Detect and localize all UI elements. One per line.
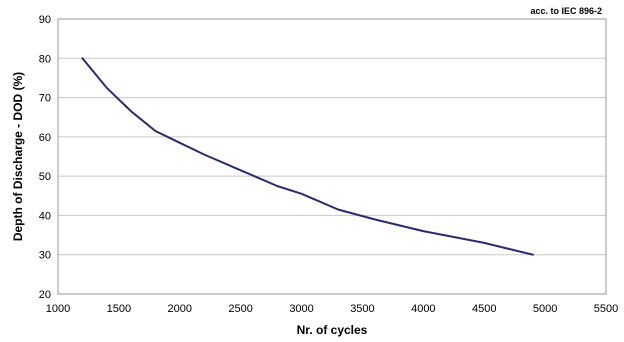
x-axis-title: Nr. of cycles (297, 323, 368, 337)
x-tick-label-5500: 5500 (594, 303, 618, 315)
x-tick-label-3500: 3500 (350, 303, 374, 315)
series-layer (81, 57, 534, 256)
y-tick-label-30: 30 (39, 250, 51, 262)
y-tick-label-50: 50 (39, 171, 51, 183)
x-tick-labels: 1000 1500 2000 2500 3000 3500 4000 4500 5000 5500 (46, 303, 618, 315)
x-tick-label-4000: 4000 (411, 303, 435, 315)
y-tick-label-90: 90 (39, 14, 51, 26)
series-line-0 (81, 57, 534, 256)
standard-annotation: acc. to IEC 896-2 (530, 6, 602, 16)
x-tick-label-1500: 1500 (107, 303, 131, 315)
y-tick-labels: 20 30 40 50 60 70 80 90 (39, 14, 51, 301)
x-tick-label-5000: 5000 (533, 303, 557, 315)
y-tick-label-20: 20 (39, 289, 51, 301)
y-tick-label-40: 40 (39, 210, 51, 222)
x-tick-label-4500: 4500 (472, 303, 496, 315)
plot-frame (57, 18, 607, 295)
y-tick-label-60: 60 (39, 132, 51, 144)
y-tick-label-70: 70 (39, 93, 51, 105)
x-tick-label-2500: 2500 (228, 303, 252, 315)
grid-layer (58, 18, 606, 256)
y-tick-label-80: 80 (39, 53, 51, 65)
x-tick-label-1000: 1000 (46, 303, 70, 315)
y-axis-title: Depth of Discharge - DOD (%) (11, 72, 25, 241)
x-tick-label-3000: 3000 (289, 303, 313, 315)
x-tick-label-2000: 2000 (168, 303, 192, 315)
